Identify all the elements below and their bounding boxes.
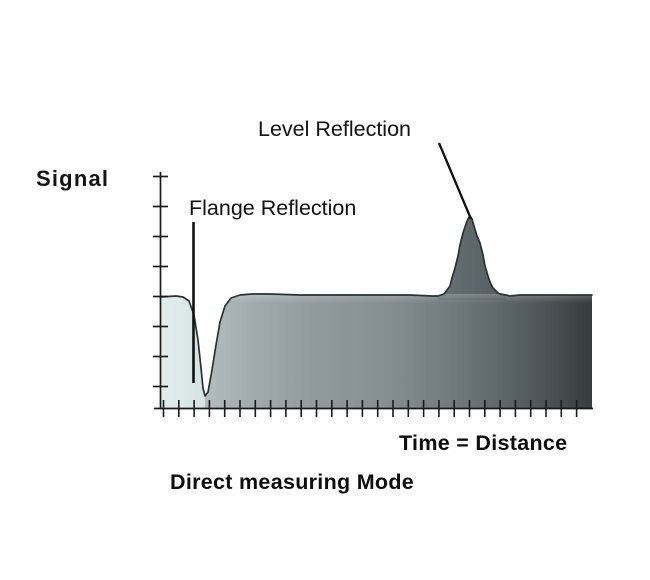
y-axis-label: Signal bbox=[36, 166, 110, 191]
figure-caption: Direct measuring Mode bbox=[170, 470, 415, 494]
near-field-region bbox=[160, 296, 205, 408]
echo-curve-outline bbox=[159, 215, 593, 397]
main-plateau-region bbox=[205, 216, 592, 408]
annotation-level-reflection: Level Reflection bbox=[258, 117, 411, 141]
plot-axes bbox=[154, 172, 593, 410]
x-axis-label: Time = Distance bbox=[399, 431, 568, 455]
y-axis-ticks bbox=[153, 175, 168, 388]
annotation-flange-reflection: Flange Reflection bbox=[189, 196, 357, 220]
x-axis-ticks bbox=[162, 400, 578, 417]
level-reflection-leader-line bbox=[437, 142, 473, 220]
